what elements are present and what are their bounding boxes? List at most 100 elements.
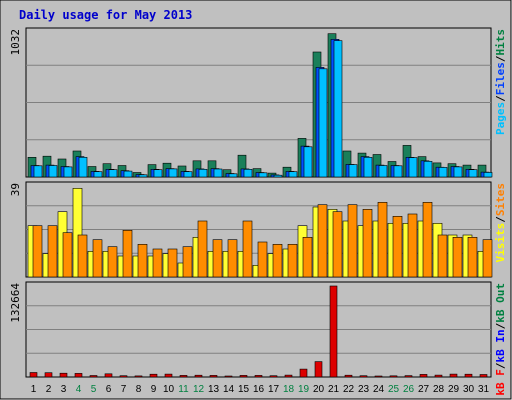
kbytes-bar-kb-f — [239, 375, 248, 378]
visits-bar-sites — [482, 239, 493, 278]
visits-bar-sites — [362, 209, 373, 278]
kbytes-bar-kb-f — [224, 375, 233, 378]
day-label: 3 — [61, 384, 67, 395]
kbytes-bar-kb-f — [359, 375, 368, 378]
kbytes-bar-kb-f — [119, 375, 128, 378]
kbytes-bar-kb-f — [389, 375, 398, 378]
day-label: 24 — [373, 384, 385, 395]
kbytes-bar-kb-f — [284, 374, 293, 378]
visits-bar-sites — [392, 216, 403, 278]
hits-bar-pages — [63, 166, 73, 178]
legend-entry: / — [494, 55, 507, 62]
visits-bar-sites — [137, 244, 148, 278]
hits-bar-pages — [318, 68, 328, 178]
legend-entry: kB In — [494, 329, 507, 362]
legend-entry: / — [494, 362, 507, 369]
kbytes-bar-kb-f — [209, 375, 218, 378]
day-label: 14 — [223, 384, 235, 395]
day-label: 22 — [343, 384, 355, 395]
visits-bar-sites — [182, 246, 193, 278]
visits-bar-sites — [92, 239, 103, 278]
legend-entry: kB F — [494, 369, 507, 396]
hits-bar-pages — [78, 157, 88, 178]
hits-bar-pages — [48, 165, 58, 178]
visits-bar-sites — [212, 239, 223, 278]
kbytes-ymax-label: 132664 — [9, 283, 22, 323]
day-label: 13 — [208, 384, 220, 395]
visits-bar-sites — [287, 244, 298, 278]
visits-bar-sites — [377, 202, 388, 278]
day-label: 8 — [136, 384, 142, 395]
day-label: 1 — [31, 384, 37, 395]
kbytes-bar-kb-f — [59, 372, 68, 378]
hits-bar-pages — [228, 173, 238, 178]
legend-entry: Pages — [494, 102, 507, 135]
kbytes-bar-kb-f — [404, 375, 413, 378]
visits-bar-sites — [317, 204, 328, 278]
day-label: 10 — [163, 384, 175, 395]
day-label: 6 — [106, 384, 112, 395]
day-label: 7 — [121, 384, 127, 395]
kbytes-bar-kb-f — [44, 372, 53, 378]
hits-bar-pages — [153, 169, 163, 178]
day-label: 20 — [313, 384, 325, 395]
visits-panel: 39 Visits/Sites — [9, 181, 507, 278]
hits-bar-pages — [483, 172, 493, 178]
day-label: 4 — [76, 384, 82, 395]
hits-legend: Pages/Files/Hits — [494, 29, 507, 135]
visits-bar-sites — [47, 225, 58, 278]
day-label: 2 — [46, 384, 52, 395]
hits-bar-pages — [453, 166, 463, 178]
day-label: 30 — [463, 384, 475, 395]
kbytes-bar-kb-f — [134, 375, 143, 378]
legend-entry: Files — [494, 62, 507, 95]
visits-bar-visits — [72, 188, 83, 278]
hits-bar-pages — [273, 174, 283, 178]
hits-bar-pages — [423, 161, 433, 178]
kbytes-bar-kb-f — [299, 368, 308, 378]
day-label: 15 — [238, 384, 250, 395]
kbytes-bar-kb-f — [164, 373, 173, 378]
kbytes-bar-kb-f — [194, 374, 203, 378]
hits-bar-pages — [123, 170, 133, 178]
kbytes-bar-kb-f — [104, 373, 113, 378]
visits-bar-sites — [257, 241, 268, 278]
visits-bar-sites — [122, 230, 133, 278]
legend-entry: Hits — [494, 29, 507, 56]
kbytes-bar-kb-f — [179, 375, 188, 378]
visits-bar-sites — [32, 225, 43, 278]
hits-bar-pages — [393, 165, 403, 178]
day-label: 26 — [403, 384, 415, 395]
hits-bar-pages — [183, 171, 193, 178]
visits-bar-sites — [77, 234, 88, 278]
hits-bar-pages — [33, 165, 43, 178]
kbytes-bar-kb-f — [74, 373, 83, 378]
visits-bar-sites — [227, 239, 238, 278]
kbytes-bar-kb-f — [464, 373, 473, 378]
kbytes-bar-kb-f — [254, 375, 263, 378]
day-label: 21 — [328, 384, 340, 395]
day-label: 12 — [193, 384, 205, 395]
day-label: 16 — [253, 384, 265, 395]
visits-bar-sites — [152, 248, 163, 278]
hits-bar-pages — [168, 168, 178, 178]
hits-bar-pages — [438, 167, 448, 178]
kbytes-bar-kb-f — [89, 375, 98, 378]
kbytes-bar-kb-f — [344, 374, 353, 378]
visits-legend: Visits/Sites — [494, 183, 507, 263]
kbytes-bar-kb-f — [374, 375, 383, 378]
visits-bar-sites — [197, 220, 208, 278]
day-label: 23 — [358, 384, 370, 395]
kbytes-bar-kb-f — [419, 374, 428, 378]
visits-bar-sites — [452, 237, 463, 278]
visits-bar-sites — [347, 204, 358, 278]
hits-bar-pages — [198, 169, 208, 178]
day-label: 31 — [478, 384, 490, 395]
day-label: 19 — [298, 384, 310, 395]
visits-bar-sites — [167, 248, 178, 278]
hits-bar-pages — [348, 164, 358, 178]
legend-entry: / — [494, 216, 507, 223]
